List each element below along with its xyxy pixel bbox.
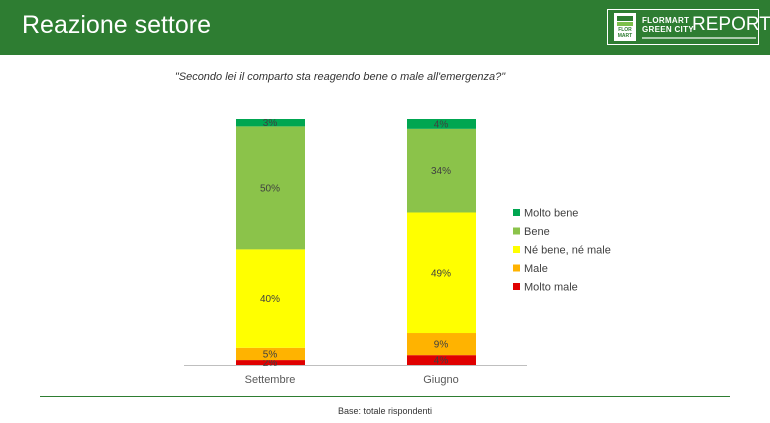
logo-report: REPORT (692, 14, 770, 35)
data-label: 4% (434, 356, 449, 367)
legend-swatch (513, 246, 520, 253)
x-tick-label: Settembre (245, 374, 296, 386)
bar-segment (236, 360, 305, 365)
bar-segment (236, 119, 305, 127)
footer-divider (40, 396, 730, 397)
data-label: 2% (263, 358, 278, 369)
legend-label: Molto bene (524, 208, 578, 220)
flormart-logo-mark: FLOR MART (614, 13, 636, 41)
chart-question: "Secondo lei il comparto sta reagendo be… (174, 71, 506, 83)
data-label: 50% (260, 183, 280, 194)
bar-segment (236, 347, 305, 361)
legend-swatch (513, 283, 520, 290)
bar-segment (236, 126, 305, 250)
logo-line2: GREEN CITY (642, 25, 694, 34)
data-label: 40% (260, 294, 280, 305)
header-bar: Reazione settore FLOR MART FLORMART GREE… (0, 0, 770, 55)
bar-segment (407, 333, 476, 356)
bar-segment (236, 249, 305, 348)
legend-label: Bene (524, 226, 550, 238)
data-label: 4% (434, 119, 449, 130)
footer-base: Base: totale rispondenti (337, 406, 433, 416)
legend-swatch (513, 227, 520, 235)
legend-label: Né bene, né male (524, 245, 611, 257)
logo-mark-text: FLOR MART (617, 27, 633, 39)
data-label: 49% (431, 268, 451, 279)
legend-label: Male (524, 263, 548, 275)
data-label: 9% (434, 340, 449, 351)
data-label: 34% (431, 166, 451, 177)
logo-tagline (642, 37, 756, 39)
bar-segment (407, 355, 476, 365)
logo-line1: FLORMART (642, 16, 690, 25)
legend-swatch (513, 264, 520, 272)
legend-label: Molto male (524, 282, 578, 294)
page-title: Reazione settore (22, 11, 212, 39)
bar-segment (407, 212, 476, 334)
data-label: 5% (263, 349, 278, 360)
bar-segment (407, 119, 476, 129)
data-label: 3% (263, 118, 278, 129)
bar-segment (407, 128, 476, 213)
legend-swatch (513, 209, 520, 216)
x-tick-label: Giugno (423, 374, 458, 386)
flormart-logo: FLOR MART FLORMART GREEN CITY REPORT (607, 9, 770, 45)
